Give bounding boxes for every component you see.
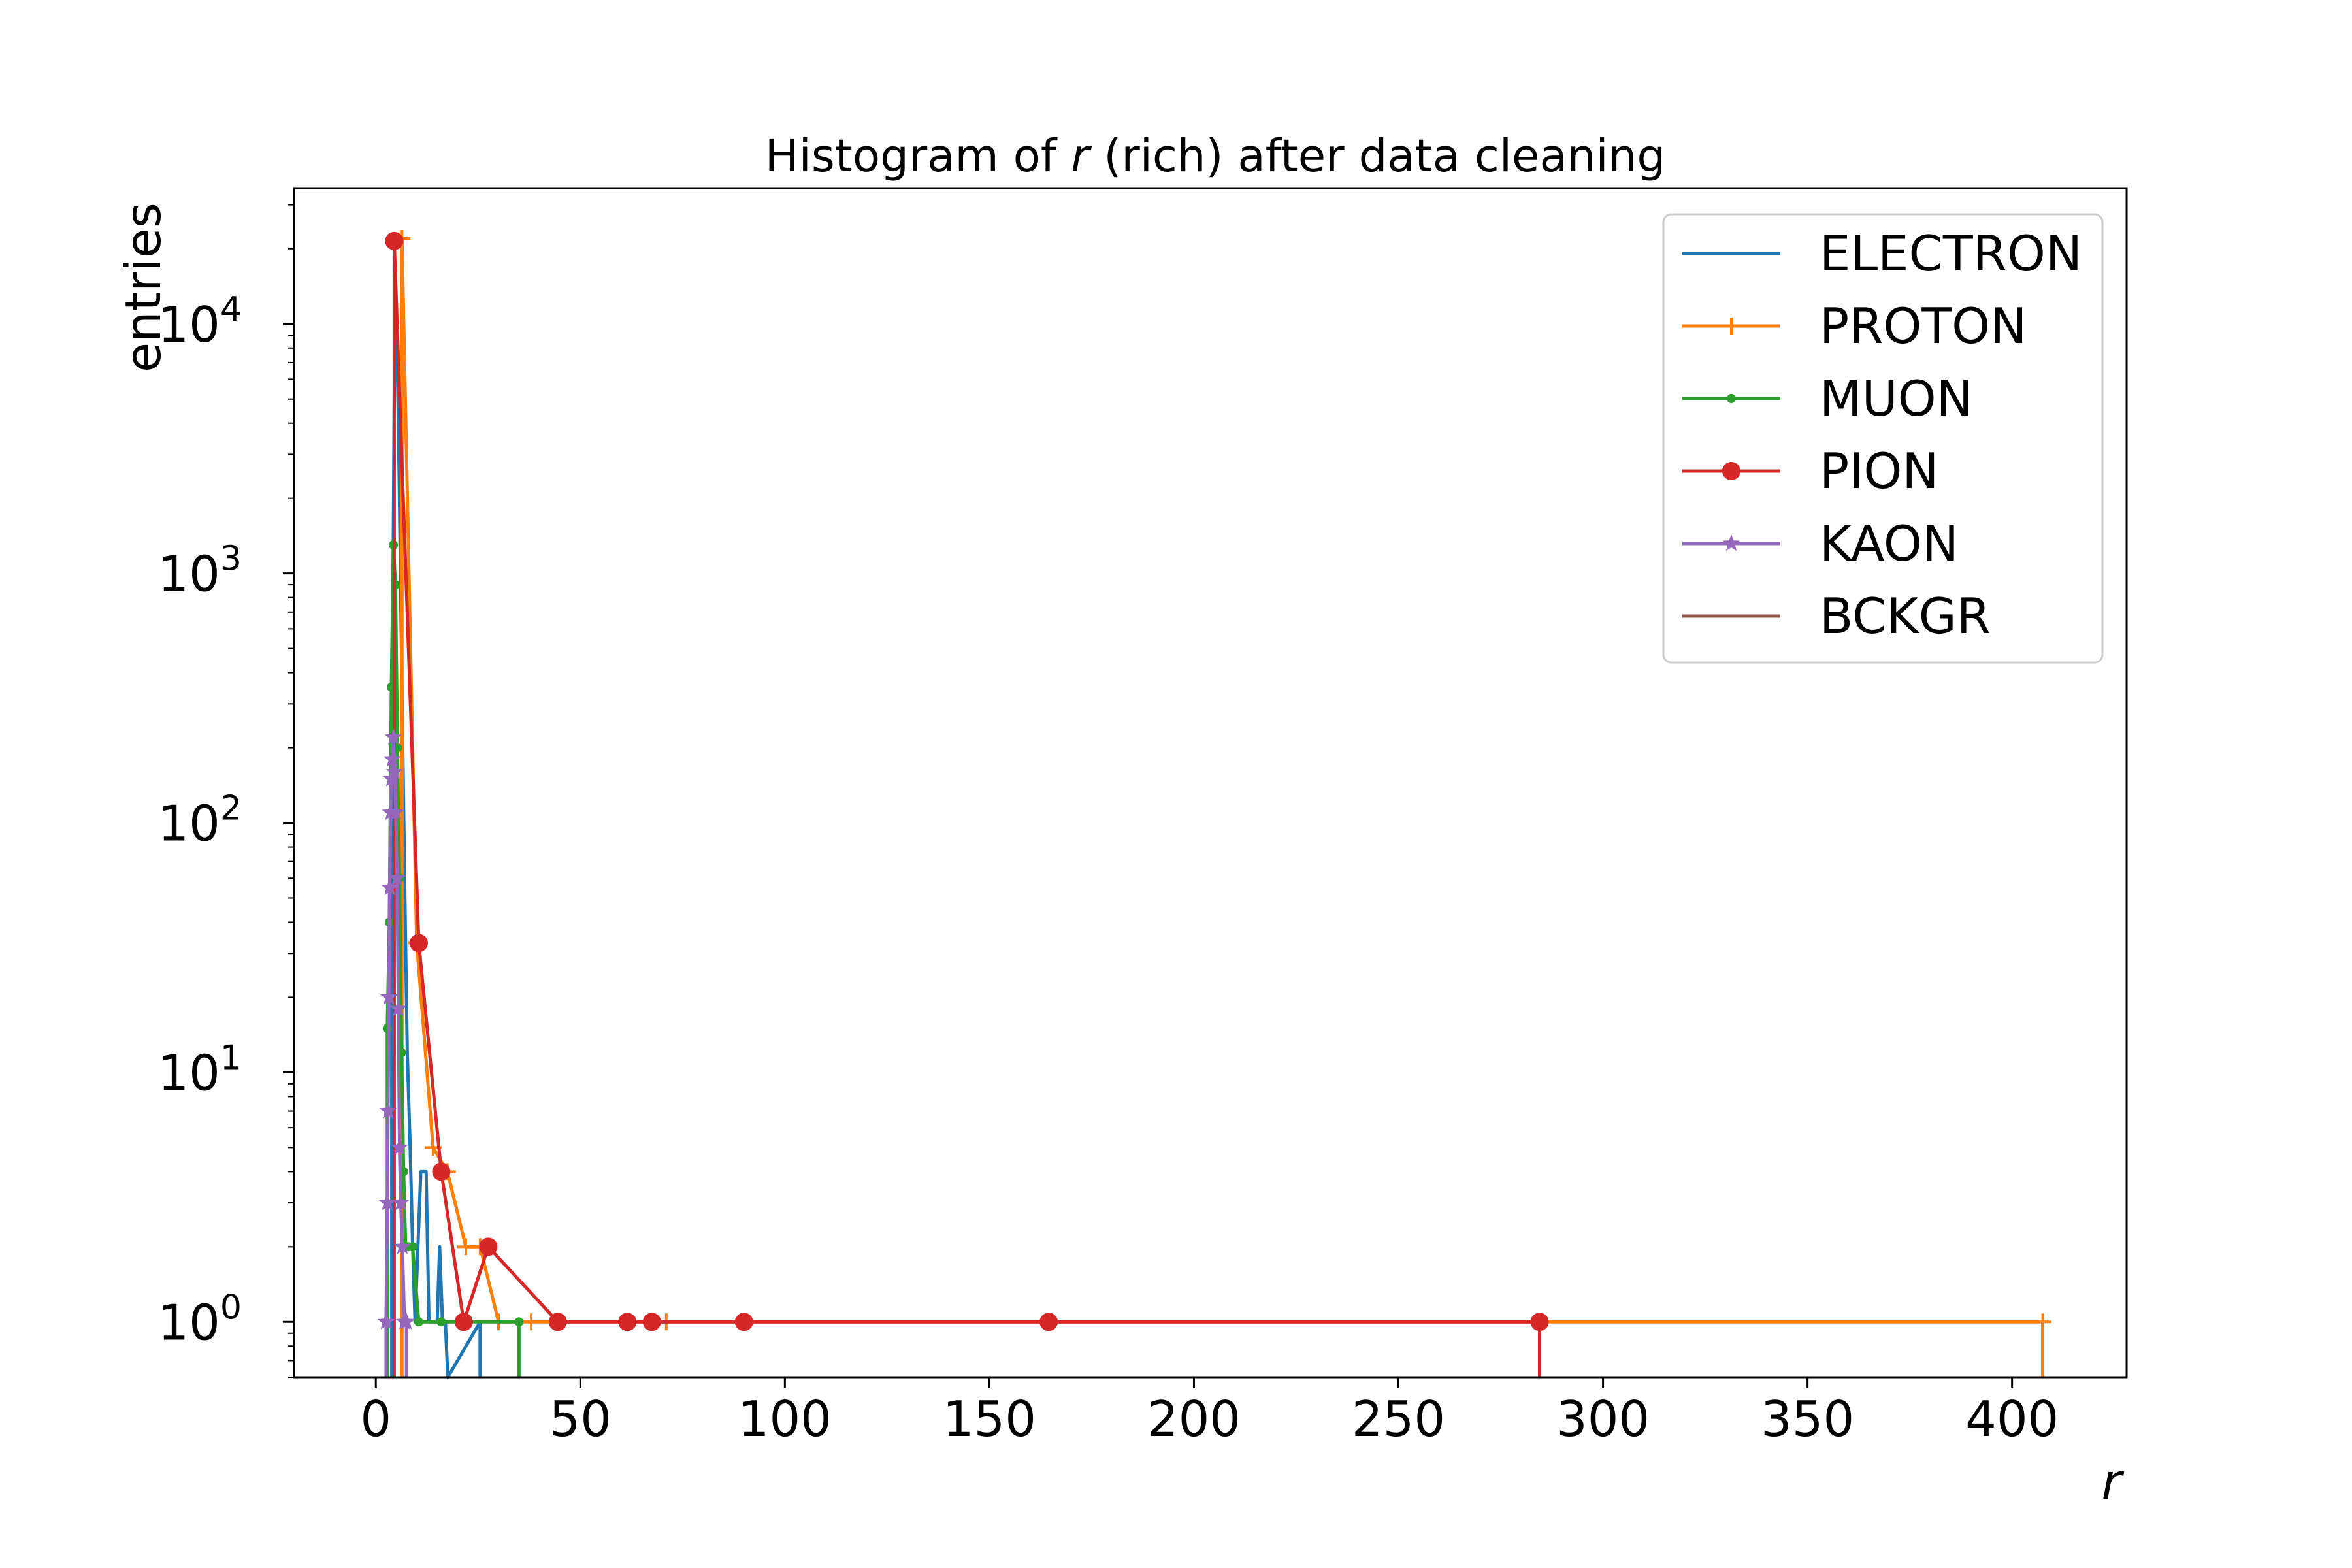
data-point bbox=[1727, 394, 1736, 403]
y-axis: 100 101 102 103 104 bbox=[157, 204, 294, 1378]
x-axis: 0 50 100 150 200 250 300 350 400 bbox=[360, 1377, 2059, 1448]
legend-item-pion: PION bbox=[1682, 442, 1938, 500]
data-point bbox=[436, 1317, 446, 1327]
series-line bbox=[390, 265, 482, 1379]
legend-label: KAON bbox=[1820, 515, 1959, 572]
data-point bbox=[389, 999, 407, 1017]
data-point bbox=[379, 1102, 397, 1119]
data-point bbox=[454, 1313, 473, 1331]
legend-label: PION bbox=[1820, 442, 1938, 500]
x-tick-label: 100 bbox=[738, 1390, 832, 1448]
x-tick-label: 300 bbox=[1556, 1390, 1650, 1448]
data-point bbox=[1722, 534, 1740, 551]
data-point bbox=[1039, 1313, 1058, 1331]
data-point bbox=[457, 1238, 474, 1256]
legend-label: MUON bbox=[1820, 370, 1973, 427]
data-point bbox=[408, 1242, 417, 1252]
data-point bbox=[514, 1317, 524, 1327]
legend-item-electron: ELECTRON bbox=[1682, 225, 2082, 282]
x-tick-label: 250 bbox=[1352, 1390, 1445, 1448]
x-axis-label: r bbox=[2102, 1453, 2125, 1511]
legend-label: PROTON bbox=[1820, 297, 2027, 355]
legend-label: BCKGR bbox=[1820, 587, 1991, 645]
data-point bbox=[377, 1313, 395, 1330]
series-kaon bbox=[377, 728, 416, 1377]
data-point bbox=[385, 231, 404, 250]
data-point bbox=[387, 803, 405, 820]
data-point bbox=[1530, 1313, 1549, 1331]
data-point bbox=[414, 1317, 423, 1327]
data-point bbox=[393, 1237, 412, 1254]
legend-item-muon: MUON bbox=[1682, 370, 1973, 427]
data-point bbox=[409, 934, 428, 953]
data-point bbox=[382, 770, 400, 787]
x-tick-label: 50 bbox=[549, 1390, 612, 1448]
legend-item-kaon: KAON bbox=[1682, 515, 1959, 572]
y-axis-label: entries bbox=[114, 203, 172, 372]
plot-frame bbox=[293, 187, 2128, 1379]
legend-item-bckgr: BCKGR bbox=[1682, 587, 1991, 645]
chart-title: Histogram of r (rich) after data cleanin… bbox=[765, 130, 1665, 182]
series-layer bbox=[377, 230, 2051, 1379]
data-point bbox=[391, 1138, 408, 1155]
data-point bbox=[432, 1162, 451, 1181]
series-electron bbox=[390, 265, 482, 1379]
x-tick-label: 350 bbox=[1761, 1390, 1854, 1448]
y-tick-label: 103 bbox=[157, 540, 242, 603]
data-point bbox=[1722, 462, 1740, 480]
data-point bbox=[618, 1313, 637, 1331]
data-point bbox=[642, 1313, 661, 1331]
data-point bbox=[384, 750, 401, 767]
series-pion bbox=[385, 231, 1549, 1377]
data-point bbox=[479, 1237, 498, 1256]
x-tick-label: 0 bbox=[360, 1390, 391, 1448]
data-point bbox=[380, 988, 398, 1005]
data-point bbox=[385, 762, 404, 779]
data-point bbox=[2034, 1313, 2051, 1331]
y-tick-label: 102 bbox=[157, 789, 242, 853]
data-point bbox=[388, 869, 406, 886]
data-point bbox=[392, 1194, 410, 1211]
data-point bbox=[523, 1313, 540, 1331]
y-tick-label: 100 bbox=[157, 1288, 242, 1351]
x-tick-label: 200 bbox=[1147, 1390, 1241, 1448]
data-point bbox=[378, 1194, 397, 1211]
x-tick-label: 400 bbox=[1965, 1390, 2059, 1448]
data-point bbox=[734, 1313, 753, 1331]
legend: ELECTRON PROTON MUON PION KAON BCKGR bbox=[1662, 213, 2104, 664]
data-point bbox=[384, 728, 402, 745]
y-tick-label: 104 bbox=[157, 290, 242, 353]
data-point bbox=[548, 1313, 567, 1331]
data-point bbox=[397, 1313, 416, 1330]
legend-label: ELECTRON bbox=[1820, 225, 2082, 282]
x-tick-label: 150 bbox=[943, 1390, 1036, 1448]
y-tick-label: 101 bbox=[157, 1038, 242, 1102]
data-point bbox=[381, 878, 399, 895]
data-point bbox=[1723, 318, 1740, 335]
legend-item-proton: PROTON bbox=[1682, 297, 2027, 355]
